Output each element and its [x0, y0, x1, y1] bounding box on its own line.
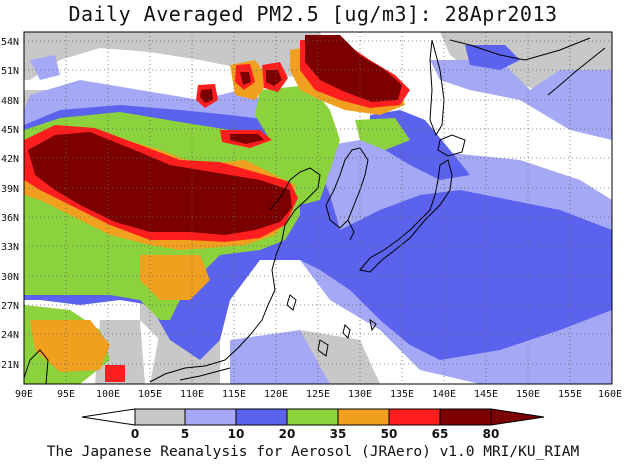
- level-80-plus: [28, 35, 402, 235]
- lat-tick-labels: 54N 51N 48N 45N 42N 39N 36N 33N 30N 27N …: [1, 37, 19, 371]
- lon-tick: 120E: [264, 389, 288, 400]
- colorbar-cell: [134, 408, 186, 426]
- lat-tick: 39N: [1, 184, 19, 195]
- colorbar-label: 20: [279, 427, 296, 441]
- colorbar-arrow-min: [81, 408, 136, 426]
- graticule: [24, 32, 612, 384]
- lat-tick: 27N: [1, 301, 19, 312]
- lon-tick: 145E: [474, 389, 498, 400]
- lon-tick: 125E: [306, 389, 330, 400]
- lon-tick: 135E: [390, 389, 414, 400]
- colorbar-cell: [439, 408, 492, 426]
- colorbar: 0 5 10 20 35 50 65 80: [81, 408, 545, 441]
- map-title: Daily Averaged PM2.5 [ug/m3]: 28Apr2013: [68, 2, 558, 26]
- colorbar-arrow-max: [490, 408, 545, 426]
- map-frame: [23, 31, 613, 385]
- lon-tick: 90E: [15, 389, 33, 400]
- lat-tick: 21N: [1, 360, 19, 371]
- lat-tick: 48N: [1, 96, 19, 107]
- lon-tick: 110E: [180, 389, 204, 400]
- colorbar-cell: [184, 408, 237, 426]
- colorbar-cell: [235, 408, 288, 426]
- lon-tick: 95E: [57, 389, 75, 400]
- colorbar-label: 80: [483, 427, 500, 441]
- lat-tick: 42N: [1, 154, 19, 165]
- lon-tick: 140E: [432, 389, 456, 400]
- lon-tick: 105E: [138, 389, 162, 400]
- lat-tick: 33N: [1, 242, 19, 253]
- colorbar-label: 50: [381, 427, 398, 441]
- lon-tick: 155E: [558, 389, 582, 400]
- pm25-field: [24, 32, 612, 384]
- lon-tick: 150E: [516, 389, 540, 400]
- colorbar-label: 65: [432, 427, 449, 441]
- lat-tick: 45N: [1, 125, 19, 136]
- colorbar-label: 10: [228, 427, 245, 441]
- colorbar-label: 0: [131, 427, 139, 441]
- colorbar-cell: [286, 408, 339, 426]
- lon-tick: 130E: [348, 389, 372, 400]
- colorbar-cell: [388, 408, 441, 426]
- lat-tick: 54N: [1, 37, 19, 48]
- colorbar-label: 5: [181, 427, 189, 441]
- lon-tick: 100E: [96, 389, 120, 400]
- lat-tick: 36N: [1, 213, 19, 224]
- lat-tick: 51N: [1, 66, 19, 77]
- lon-tick-labels: 90E 95E 100E 105E 110E 115E 120E 125E 13…: [15, 389, 622, 400]
- coastlines: [24, 37, 606, 384]
- colorbar-label: 35: [330, 427, 347, 441]
- credit-line: The Japanese Reanalysis for Aerosol (JRA…: [46, 444, 580, 460]
- lat-tick: 24N: [1, 330, 19, 341]
- lon-tick: 160E: [598, 389, 622, 400]
- lon-tick: 115E: [222, 389, 246, 400]
- colorbar-cell: [337, 408, 390, 426]
- lat-tick: 30N: [1, 272, 19, 283]
